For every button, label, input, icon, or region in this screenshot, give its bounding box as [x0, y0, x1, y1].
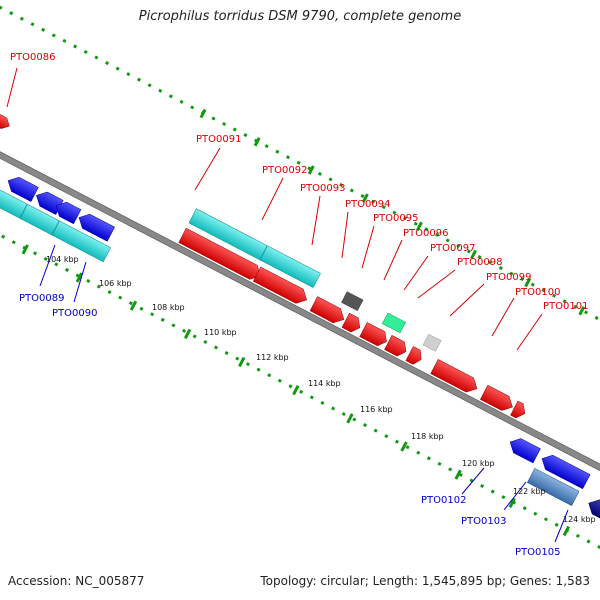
- accession-label: Accession: NC_005877: [8, 574, 145, 588]
- gene-pto0097: [405, 346, 422, 365]
- cds-band-forward: [188, 208, 321, 288]
- gene-pto0094: [341, 312, 361, 333]
- gene-pto0105: [588, 499, 600, 533]
- label-pto0091: PTO0091: [196, 134, 241, 145]
- gene-pto0095: [359, 322, 387, 347]
- label-pto0101: PTO0101: [543, 301, 588, 312]
- label-pto0100: PTO0100: [515, 287, 560, 298]
- gene-pto0089: [78, 213, 115, 242]
- scale-122: 122 kbp: [513, 487, 546, 496]
- label-pto0102: PTO0102: [421, 495, 466, 506]
- label-pto0105: PTO0105: [515, 547, 560, 558]
- label-leaders: [6, 67, 569, 543]
- scale-labels: 104 kbp 106 kbp 108 kbp 110 kbp 112 kbp …: [46, 255, 596, 524]
- gene-pto0103: [541, 454, 591, 490]
- gene-pto0088a: [36, 191, 64, 215]
- genome-backbone: [0, 120, 600, 505]
- label-pto0086: PTO0086: [10, 52, 55, 63]
- label-pto0098: PTO0098: [457, 257, 502, 268]
- scale-118: 118 kbp: [411, 432, 444, 441]
- label-pto0096: PTO0096: [403, 228, 448, 239]
- cds-band-reverse: [0, 187, 112, 263]
- scale-108: 108 kbp: [152, 303, 185, 312]
- outer-major-ticks: [199, 108, 586, 316]
- scale-114: 114 kbp: [308, 379, 341, 388]
- gene-pto0093: [309, 296, 345, 324]
- gene-pto0100: [480, 384, 513, 411]
- label-pto0103: PTO0103: [461, 516, 506, 527]
- label-pto0093: PTO0093: [300, 183, 345, 194]
- feature-gray-light: [422, 333, 442, 352]
- scale-116: 116 kbp: [360, 405, 393, 414]
- label-pto0095: PTO0095: [373, 213, 418, 224]
- genome-stats: Topology: circular; Length: 1,545,895 bp…: [260, 574, 590, 588]
- gene-pto0101: [510, 400, 526, 419]
- label-pto0094: PTO0094: [345, 199, 390, 210]
- forward-genes: [0, 90, 526, 419]
- label-pto0097: PTO0097: [430, 243, 475, 254]
- gene-pto0099: [430, 359, 478, 393]
- scale-124: 124 kbp: [563, 515, 596, 524]
- label-pto0099: PTO0099: [486, 272, 531, 283]
- reverse-gene-labels: PTO0089 PTO0090 PTO0102 PTO0103 PTO0105: [19, 293, 560, 558]
- scale-112: 112 kbp: [256, 353, 289, 362]
- label-pto0089: PTO0089: [19, 293, 64, 304]
- gene-pto0086: [0, 90, 10, 129]
- feature-gray-dark: [341, 291, 364, 312]
- gene-pto0087: [7, 176, 39, 202]
- forward-gene-labels: PTO0086 PTO0091 PTO0092 PTO0093 PTO0094 …: [10, 52, 588, 312]
- scale-106: 106 kbp: [99, 279, 132, 288]
- outer-tick-track: [0, 5, 600, 387]
- gene-pto0092: [252, 266, 307, 304]
- major-ticks: [21, 244, 570, 537]
- scale-120: 120 kbp: [462, 459, 495, 468]
- scale-110: 110 kbp: [204, 328, 237, 337]
- label-pto0090: PTO0090: [52, 308, 97, 319]
- gene-pto0088b: [55, 201, 82, 225]
- map-title: Picrophilus torridus DSM 9790, complete …: [138, 9, 462, 24]
- scale-104: 104 kbp: [46, 255, 79, 264]
- gene-pto0102: [509, 438, 541, 464]
- label-pto0092: PTO0092: [262, 165, 307, 176]
- gene-pto0096: [384, 335, 407, 357]
- inner-tick-track: [0, 184, 600, 567]
- gene-pto0103-band: [526, 467, 580, 506]
- reverse-genes: [0, 176, 600, 533]
- feature-green: [381, 312, 406, 334]
